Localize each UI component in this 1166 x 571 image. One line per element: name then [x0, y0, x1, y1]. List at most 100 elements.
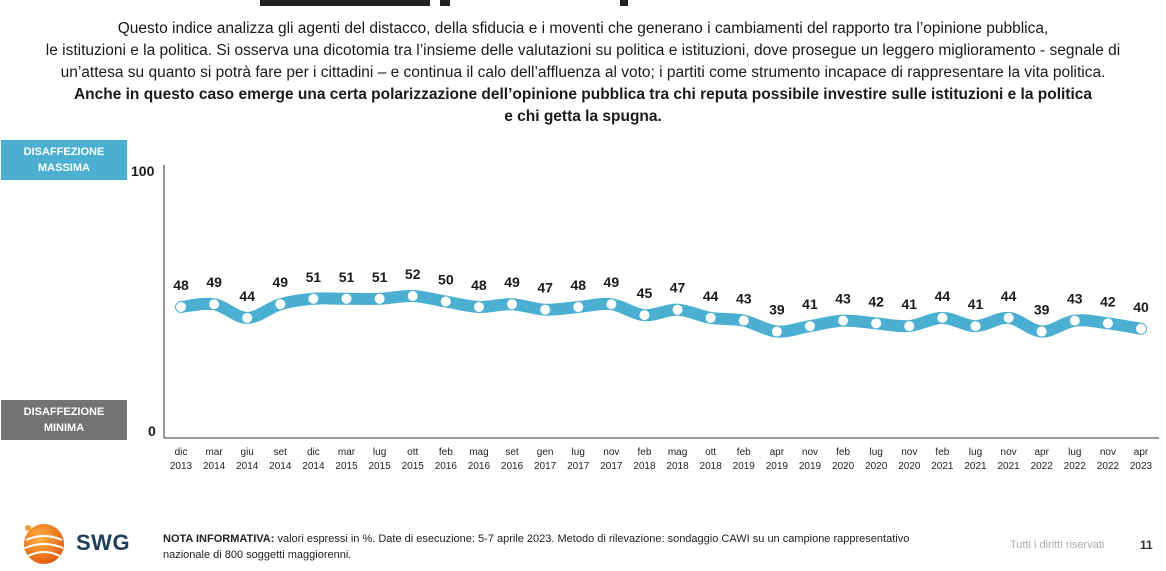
x-tick-month: nov — [901, 447, 918, 458]
data-label: 39 — [1034, 302, 1050, 318]
data-label: 43 — [1067, 291, 1083, 307]
data-label: 47 — [537, 280, 553, 296]
x-tick-label: feb 2016 — [426, 446, 466, 474]
data-point — [341, 293, 352, 304]
x-tick-month: apr — [769, 447, 785, 458]
swg-logo-icon — [24, 524, 64, 564]
x-tick-month: mag — [667, 447, 688, 458]
data-label: 49 — [206, 274, 222, 290]
max-badge-line-2: MASSIMA — [38, 162, 90, 174]
x-tick-label: lug 2021 — [955, 446, 995, 474]
x-tick-year: 2017 — [534, 461, 557, 472]
data-label: 49 — [604, 274, 620, 290]
page-number: 11 — [1140, 538, 1153, 552]
x-tick-label: lug 2017 — [558, 446, 598, 474]
x-tick-month: feb — [736, 447, 751, 458]
x-tick-month: mar — [205, 447, 223, 458]
x-tick-month: giu — [240, 447, 254, 458]
x-tick-year: 2021 — [997, 461, 1020, 472]
x-tick-label: dic 2014 — [293, 446, 333, 474]
data-point — [242, 312, 253, 323]
x-tick-year: 2013 — [169, 461, 193, 472]
data-point — [804, 321, 815, 332]
x-tick-year: 2020 — [831, 461, 855, 472]
x-tick-year: 2015 — [368, 461, 391, 472]
data-point — [374, 293, 385, 304]
x-tick-label: feb 2019 — [724, 446, 764, 474]
x-tick-label: apr 2023 — [1121, 446, 1161, 474]
x-tick-month: lug — [372, 447, 387, 458]
x-tick-year: 2023 — [1129, 461, 1153, 472]
x-tick-year: 2018 — [633, 461, 656, 472]
intro-text: Questo indice analizza gli agenti del di… — [0, 18, 1166, 128]
data-point — [871, 318, 882, 329]
data-point — [507, 299, 518, 310]
info-note: NOTA INFORMATIVA: valori espressi in %. … — [163, 531, 923, 563]
data-point — [1136, 323, 1146, 334]
data-point — [672, 304, 683, 315]
x-tick-month: ott — [407, 447, 419, 458]
data-label: 49 — [273, 274, 289, 290]
data-point — [275, 299, 286, 310]
x-tick-label: mar 2015 — [327, 446, 367, 474]
x-tick-label: apr 2022 — [1022, 446, 1062, 474]
x-tick-month: nov — [801, 447, 819, 458]
x-tick-month: dic — [174, 447, 188, 458]
x-tick-year: 2016 — [467, 461, 491, 472]
intro-bold-line-2: e chi getta la spugna. — [504, 108, 662, 125]
data-point — [540, 304, 551, 315]
max-badge-line-1: DISAFFEZIONE — [23, 146, 105, 158]
data-label: 48 — [173, 277, 189, 293]
data-label: 44 — [935, 288, 951, 304]
data-label: 49 — [504, 274, 520, 290]
x-tick-year: 2019 — [798, 461, 822, 472]
intro-line-1: Questo indice analizza gli agenti del di… — [117, 20, 1049, 37]
intro-line-3: un’attesa su quanto si potrà fare per i … — [60, 64, 1106, 81]
x-tick-label: lug 2022 — [1055, 446, 1095, 474]
data-label: 51 — [306, 269, 322, 285]
x-tick-year: 2014 — [236, 461, 259, 472]
x-tick-month: apr — [1133, 447, 1149, 458]
x-tick-label: nov 2019 — [790, 446, 830, 474]
x-tick-year: 2016 — [500, 461, 524, 472]
x-tick-label: feb 2020 — [823, 446, 863, 474]
x-tick-year: 2022 — [1096, 461, 1120, 472]
x-tick-month: feb — [935, 447, 950, 458]
x-tick-year: 2016 — [434, 461, 457, 472]
data-label: 41 — [802, 296, 818, 312]
data-point — [1036, 326, 1047, 337]
x-tick-year: 2021 — [964, 461, 987, 472]
data-label: 50 — [438, 272, 454, 288]
x-tick-month: mar — [337, 447, 356, 458]
x-tick-label: set 2016 — [492, 446, 532, 474]
x-tick-label: set 2014 — [260, 446, 300, 474]
x-tick-year: 2022 — [1063, 461, 1086, 472]
y-tick-100: 100 — [131, 163, 155, 179]
x-tick-month: apr — [1034, 447, 1049, 458]
x-tick-label: nov 2022 — [1088, 446, 1128, 474]
data-label: 39 — [769, 302, 785, 318]
data-point — [606, 299, 617, 310]
data-point — [209, 299, 220, 310]
rights-reserved: Tutti i diritti riservati — [1010, 539, 1105, 551]
x-tick-label: nov 2017 — [591, 446, 631, 474]
x-tick-month: lug — [869, 447, 883, 458]
x-tick-year: 2022 — [1030, 461, 1053, 472]
data-label: 52 — [405, 266, 421, 282]
data-label: 41 — [901, 296, 917, 312]
intro-line-2: le istituzioni e la politica. Si osserva… — [45, 42, 1121, 59]
x-tick-month: mag — [469, 447, 489, 458]
x-tick-year: 2015 — [335, 461, 358, 472]
data-point — [1069, 315, 1080, 326]
data-point — [838, 315, 849, 326]
x-tick-year: 2020 — [865, 461, 888, 472]
x-tick-label: dic 2013 — [161, 446, 201, 474]
x-tick-year: 2014 — [302, 461, 325, 472]
x-tick-month: ott — [705, 447, 717, 458]
data-label: 44 — [239, 288, 255, 304]
x-tick-month: dic — [307, 447, 320, 458]
x-tick-month: feb — [438, 447, 453, 458]
y-tick-0: 0 — [148, 423, 156, 439]
data-label: 45 — [637, 285, 653, 301]
